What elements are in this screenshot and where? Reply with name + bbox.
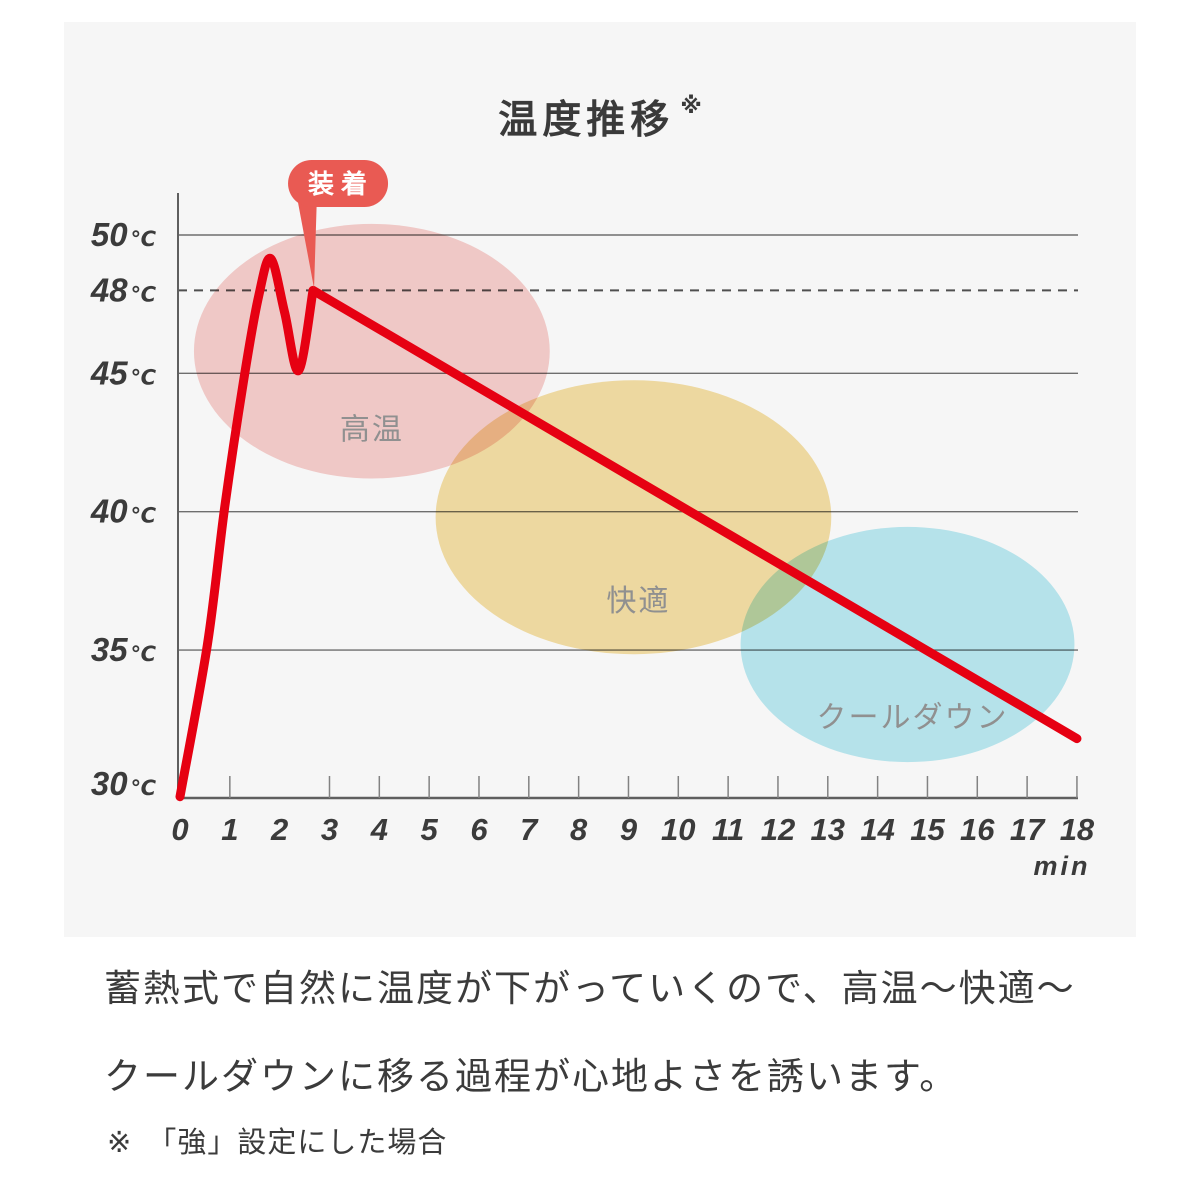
x-tick-label: 15 <box>910 812 945 847</box>
x-axis-ticks <box>229 776 1078 798</box>
annotation-bubble: 装着 <box>288 160 389 289</box>
chart-description: 蓄熱式で自然に温度が下がっていくので、高温〜快適〜 クールダウンに移る過程が心地… <box>104 945 1076 1121</box>
description-line-1: 蓄熱式で自然に温度が下がっていくので、高温〜快適〜 <box>104 968 1076 1009</box>
temperature-curve <box>175 254 1082 802</box>
region-label: 高温 <box>340 414 404 447</box>
chart-title-note-mark: ※ <box>680 93 702 118</box>
x-tick-label: 0 <box>171 812 188 847</box>
x-tick-label: 12 <box>761 812 795 847</box>
chart-title: 温度推移 ※ <box>64 93 1136 145</box>
y-tick-label: 30 ℃ <box>91 765 157 802</box>
y-tick-label: 45 ℃ <box>90 354 157 391</box>
x-tick-label: 14 <box>860 812 894 847</box>
x-tick-label: 7 <box>520 812 539 847</box>
x-tick-label: 9 <box>620 812 638 847</box>
temperature-regions <box>193 223 1075 763</box>
x-tick-label: 4 <box>370 812 388 847</box>
x-tick-label: 1 <box>221 812 238 847</box>
region-ellipse <box>435 380 832 655</box>
temperature-line-chart: 50 ℃48 ℃45 ℃40 ℃35 ℃30 ℃0 1 2 3 4 5 6 7 8 9 10 11 12 13 14 15… <box>90 160 1095 881</box>
x-tick-label: 5 <box>421 812 439 847</box>
x-tick-label: 6 <box>470 812 488 847</box>
x-tick-label: 13 <box>811 812 845 847</box>
footnote-mark: ※ <box>107 1127 133 1159</box>
x-tick-label: 3 <box>321 812 338 847</box>
y-tick-label: 50 ℃ <box>91 216 157 253</box>
chart-title-text: 温度推移 <box>498 99 675 142</box>
bubble-body <box>288 160 389 207</box>
x-tick-label: 16 <box>960 812 995 847</box>
y-tick-label: 35 ℃ <box>91 631 157 668</box>
x-tick-label: 18 <box>1060 812 1095 847</box>
y-tick-label: 48 ℃ <box>90 271 157 308</box>
description-line-2: クールダウンに移る過程が心地よさを誘います。 <box>104 1056 959 1097</box>
x-tick-label: 17 <box>1010 812 1046 847</box>
temperature-line <box>175 254 1082 802</box>
bubble-label: 装着 <box>308 169 374 199</box>
x-tick-label: 2 <box>270 812 288 847</box>
bubble-tail <box>296 192 318 289</box>
footnote: ※ 「強」設定にした場合 <box>107 1119 447 1161</box>
footnote-text: 「強」設定にした場合 <box>147 1127 448 1159</box>
x-tick-label: 11 <box>712 812 744 847</box>
region-label: クールダウン <box>817 701 1009 734</box>
x-tick-label: 8 <box>570 812 588 847</box>
x-axis-unit-label: min <box>1033 851 1090 881</box>
y-tick-label: 40 ℃ <box>90 493 157 530</box>
chart-panel: 温度推移 ※ 50 ℃ 48 ℃ 45 ℃ 40 ℃ 35 ℃ 30 ℃ 0 1 2 3 4 5 6 7 8 9 10 11 12… <box>64 22 1136 937</box>
region-label: 快適 <box>606 585 670 618</box>
y-axis-labels: 50 ℃ 48 ℃ 45 ℃ 40 ℃ 35 ℃ 30 ℃ <box>90 216 157 802</box>
x-tick-label: 10 <box>661 812 695 847</box>
